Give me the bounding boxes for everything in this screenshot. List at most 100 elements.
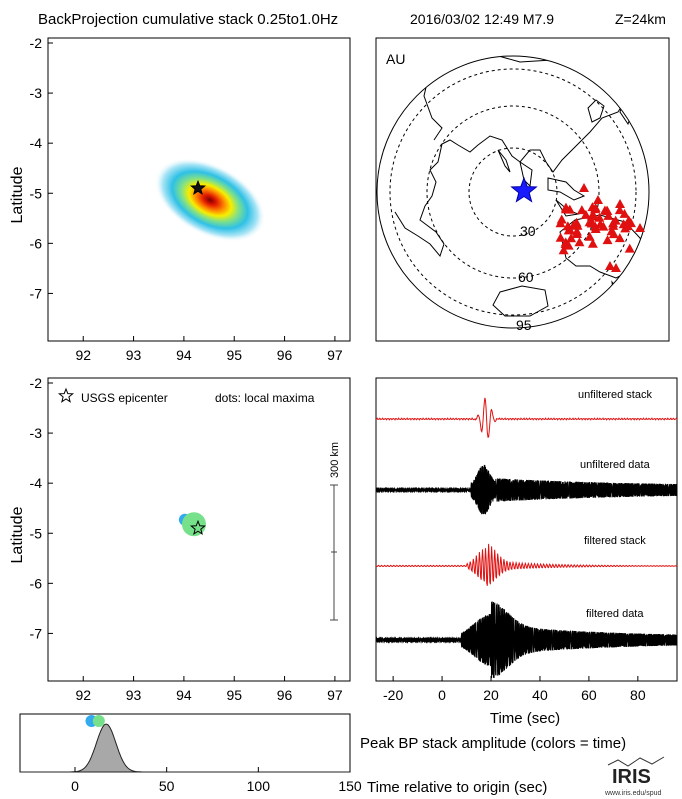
ring-label-60: 60 (518, 269, 534, 285)
station-triangle-icon (624, 243, 635, 253)
heatmap-ytick-label: -6 (30, 235, 43, 251)
event-star-icon (510, 176, 538, 203)
station-triangle-icon (598, 221, 609, 231)
station-triangle-icon (603, 210, 614, 220)
trace-label-filtered-data: filtered data (586, 608, 644, 620)
filtered-data-trace (375, 601, 678, 676)
peak-xtick-label: 100 (247, 778, 271, 794)
ring-label-30: 30 (520, 223, 536, 239)
time-xtick-label: 20 (483, 687, 499, 703)
station-triangle-icon (584, 231, 595, 241)
station-triangles (555, 183, 645, 272)
station-triangle-icon (590, 204, 601, 214)
legend-dots: dots: local maxima (215, 391, 315, 405)
trace-label-unfiltered-stack: unfiltered stack (578, 389, 652, 401)
ylabel-bottom: Latitude (9, 506, 26, 563)
iris-logo-url: www.iris.edu/spud (604, 790, 662, 797)
station-triangle-icon (560, 202, 571, 212)
maxima-xtick-label: 95 (226, 687, 242, 703)
station-triangle-icon (615, 199, 625, 208)
bp-heatmap-frame (47, 37, 351, 342)
local-maximum-dot (181, 512, 206, 537)
maxima-ytick-label: -6 (30, 575, 43, 591)
peak-amplitude-panel: 0 50 100 150 Peak BP stack amplitude (color… (19, 713, 626, 796)
maxima-xtick-label: 96 (277, 687, 293, 703)
station-triangle-icon (635, 223, 645, 232)
legend-star-icon (57, 387, 75, 403)
heatmap-xtick-label: 94 (176, 347, 192, 363)
time-xtick-label: 60 (581, 687, 597, 703)
station-triangle-icon (572, 229, 583, 239)
map-frame (375, 37, 670, 342)
scale-bar (330, 484, 338, 621)
station-triangle-icon (580, 209, 591, 219)
peak-title: Peak BP stack amplitude (colors = time) (360, 735, 626, 752)
peak-area (20, 723, 350, 773)
maxima-xtick-label: 97 (327, 687, 343, 703)
station-triangle-icon (558, 245, 569, 255)
station-triangle-icon (608, 220, 619, 230)
iris-logo-text: IRIS (612, 766, 651, 788)
scale-bar-label: 300 km (329, 442, 341, 478)
heatmap-xtick-label: 96 (277, 347, 293, 363)
epicenter-star-icon (189, 519, 207, 536)
station-triangle-icon (579, 183, 589, 192)
maxima-ytick-label: -3 (30, 425, 43, 441)
station-triangle-icon (555, 232, 566, 242)
heatmap-ytick-label: -5 (30, 185, 43, 201)
unfiltered-data-trace (375, 465, 678, 514)
time-xtick-label: -20 (383, 687, 403, 703)
heatmap-xtick-label: 93 (126, 347, 142, 363)
local-maxima-panel: 92 93 94 95 96 97-2-3-4-5-6-7 USGS epicenter … (9, 375, 351, 703)
peak-xtick-label: 150 (338, 778, 362, 794)
distance-ring-30 (468, 147, 558, 237)
time-xtick-label: 0 (438, 687, 446, 703)
station-triangle-icon (619, 208, 630, 218)
trace-label-filtered-stack: filtered stack (584, 535, 646, 547)
maxima-xtick-label: 94 (176, 687, 192, 703)
station-triangle-icon (563, 240, 574, 250)
heatmap-ytick-label: -7 (30, 285, 43, 301)
station-triangle-icon (605, 261, 615, 270)
distance-ring-60 (426, 105, 600, 279)
heatmap-ytick-label: -3 (30, 85, 43, 101)
heatmap-xtick-label: 97 (327, 347, 343, 363)
x-axis-label-time: Time (sec) (490, 710, 560, 727)
station-triangle-icon (566, 233, 577, 243)
epicenter-star-icon (189, 179, 207, 196)
page-title: BackProjection cumulative stack 0.25to1.… (38, 11, 338, 28)
event-info: 2016/03/02 12:49 M7.9 (410, 11, 554, 27)
unfiltered-stack-trace (375, 397, 678, 438)
array-map-panel: 30 60 95 AU (375, 37, 670, 342)
maxima-ytick-label: -4 (30, 475, 43, 491)
station-triangle-icon (586, 218, 597, 228)
station-triangle-icon (602, 235, 613, 245)
maxima-ytick-label: -7 (30, 625, 43, 641)
event-depth: Z=24km (615, 11, 666, 27)
time-xtick-label: 80 (630, 687, 646, 703)
trace-label-unfiltered-data: unfiltered data (580, 459, 651, 471)
station-triangle-icon (599, 205, 610, 215)
station-triangle-icon (614, 233, 625, 243)
station-triangle-icon (590, 223, 601, 233)
time-xtick-label: 40 (532, 687, 548, 703)
maxima-ytick-label: -5 (30, 525, 43, 541)
rel-time-label: Time relative to origin (sec) (367, 779, 547, 796)
traces-panel: -20 0 20 40 60 80 unfiltered stack unfiltered… (375, 377, 678, 727)
station-triangle-icon (623, 221, 633, 230)
heatmap-ytick-label: -4 (30, 135, 43, 151)
globe-outline (376, 55, 650, 329)
station-triangle-icon (587, 238, 598, 248)
station-triangle-icon (565, 225, 575, 234)
station-triangle-icon (614, 205, 625, 215)
heatmap-xtick-label: 95 (226, 347, 242, 363)
station-triangle-icon (593, 195, 603, 204)
bp-heatmap-panel: 92 93 94 95 96 97 -2 -3 -4 -5 -6 -7 Latitude (9, 35, 351, 363)
bp-energy-blob (154, 158, 266, 242)
peak-xtick-label: 50 (159, 778, 175, 794)
station-triangle-icon (606, 226, 617, 236)
legend-epicenter: USGS epicenter (81, 391, 168, 405)
maxima-xtick-label: 92 (75, 687, 91, 703)
local-maxima-frame (47, 377, 351, 682)
station-triangle-icon (611, 263, 621, 272)
